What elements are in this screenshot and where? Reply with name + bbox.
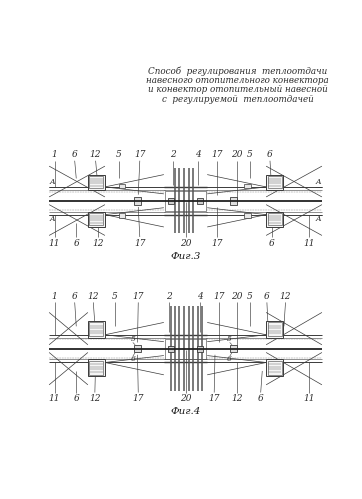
Text: 11: 11 xyxy=(303,394,315,403)
Text: 20: 20 xyxy=(231,150,243,159)
Bar xyxy=(266,359,283,376)
Text: 11: 11 xyxy=(49,394,60,403)
Bar xyxy=(266,175,283,190)
Text: A: A xyxy=(50,178,55,186)
Bar xyxy=(165,339,206,359)
Text: 11: 11 xyxy=(303,239,315,248)
Bar xyxy=(244,184,251,189)
Text: 12: 12 xyxy=(88,292,99,301)
Text: Фиг.4: Фиг.4 xyxy=(171,407,201,416)
Text: 20: 20 xyxy=(180,239,191,248)
Text: Фиг.3: Фиг.3 xyxy=(171,251,201,261)
Bar xyxy=(266,212,283,227)
Text: 5: 5 xyxy=(112,292,118,301)
Text: 17: 17 xyxy=(132,394,144,403)
Bar xyxy=(197,198,203,204)
Text: 6: 6 xyxy=(73,394,79,403)
Text: 6: 6 xyxy=(72,292,77,301)
Text: 5: 5 xyxy=(227,335,232,343)
Bar xyxy=(134,197,140,205)
Bar xyxy=(89,213,104,226)
Text: 5: 5 xyxy=(247,292,253,301)
Bar xyxy=(89,322,104,336)
Text: 6: 6 xyxy=(130,355,135,363)
Bar xyxy=(88,321,105,338)
Bar xyxy=(89,176,104,189)
Bar xyxy=(88,175,105,190)
Bar xyxy=(119,184,125,189)
Text: 11: 11 xyxy=(49,239,60,248)
Bar xyxy=(266,321,283,338)
Bar xyxy=(88,212,105,227)
Text: 1: 1 xyxy=(52,292,58,301)
Text: с  регулируемой  теплоотдачей: с регулируемой теплоотдачей xyxy=(161,95,313,104)
Bar xyxy=(168,198,174,204)
Text: 17: 17 xyxy=(211,239,223,248)
Text: 6: 6 xyxy=(73,239,79,248)
Text: 2: 2 xyxy=(167,292,172,301)
Text: A: A xyxy=(315,178,321,186)
Bar xyxy=(89,361,104,375)
Text: навесного отопительного конвектора: навесного отопительного конвектора xyxy=(146,76,329,85)
Text: 5: 5 xyxy=(130,335,135,343)
Text: 6: 6 xyxy=(72,150,77,159)
Text: 4: 4 xyxy=(195,150,201,159)
Text: 2: 2 xyxy=(170,150,176,159)
Bar xyxy=(197,345,203,352)
Text: A: A xyxy=(315,215,321,223)
Text: 17: 17 xyxy=(134,150,146,159)
Text: 6: 6 xyxy=(267,150,273,159)
Text: 17: 17 xyxy=(134,239,146,248)
Text: 6: 6 xyxy=(264,292,270,301)
Bar xyxy=(268,213,282,226)
Text: 17: 17 xyxy=(211,150,223,159)
Text: 17: 17 xyxy=(213,292,224,301)
Bar xyxy=(268,176,282,189)
Bar xyxy=(231,345,237,352)
Text: 1: 1 xyxy=(52,150,58,159)
Text: 20: 20 xyxy=(231,292,243,301)
Text: 6: 6 xyxy=(269,239,274,248)
Bar xyxy=(88,359,105,376)
Bar xyxy=(268,322,282,336)
Bar xyxy=(231,197,237,205)
Bar xyxy=(268,361,282,375)
Bar xyxy=(165,191,206,211)
Text: 12: 12 xyxy=(89,394,101,403)
Text: 5: 5 xyxy=(116,150,122,159)
Text: 6: 6 xyxy=(227,355,232,363)
Bar xyxy=(168,345,174,352)
Text: 20: 20 xyxy=(180,394,191,403)
Text: Способ  регулирования  теплоотдачи: Способ регулирования теплоотдачи xyxy=(148,67,327,76)
Text: 12: 12 xyxy=(280,292,291,301)
Text: 17: 17 xyxy=(209,394,220,403)
Text: 12: 12 xyxy=(90,150,101,159)
Text: и конвектор отопительный навесной: и конвектор отопительный навесной xyxy=(148,85,327,94)
Bar xyxy=(244,213,251,218)
Text: A: A xyxy=(50,215,55,223)
Text: 4: 4 xyxy=(197,292,203,301)
Text: 17: 17 xyxy=(132,292,144,301)
Bar xyxy=(134,345,140,352)
Text: 12: 12 xyxy=(232,394,243,403)
Text: 6: 6 xyxy=(258,394,264,403)
Text: 12: 12 xyxy=(92,239,104,248)
Text: 5: 5 xyxy=(247,150,253,159)
Bar xyxy=(119,213,125,218)
